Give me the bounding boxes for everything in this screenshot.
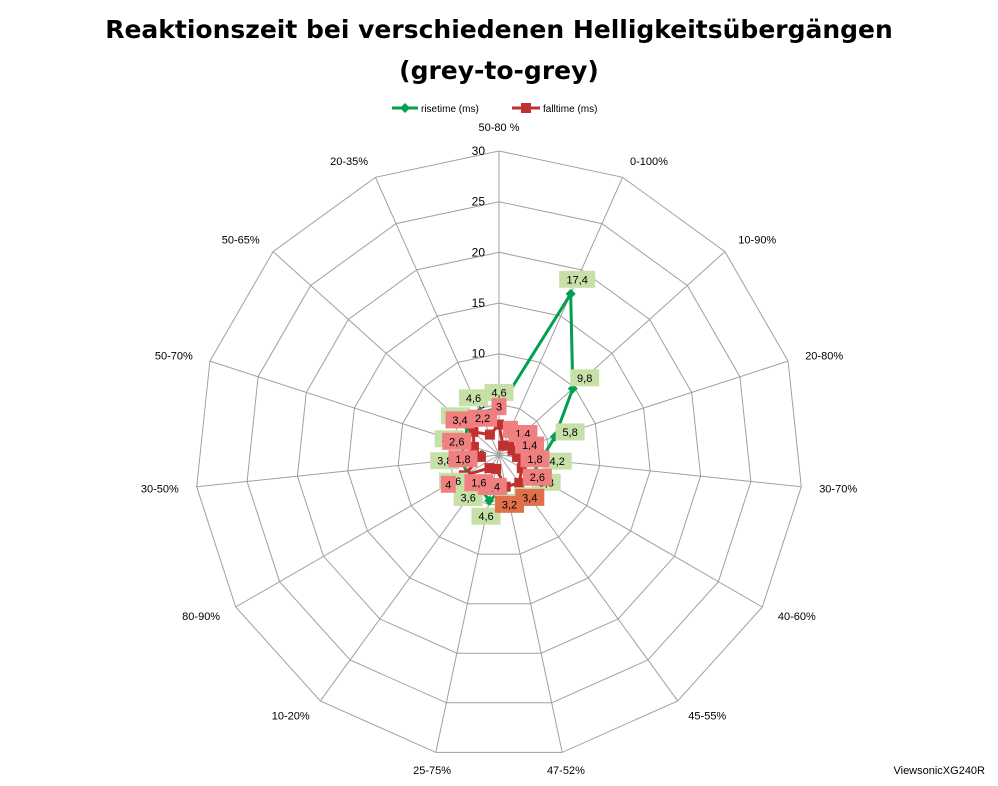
spoke-1	[498, 177, 624, 456]
falltime-data-label: 2,6	[530, 472, 545, 484]
grid-ring-25	[246, 201, 752, 704]
falltime-point	[484, 463, 495, 474]
legend-risetime-marker	[400, 103, 410, 113]
falltime-data-label: 4	[445, 479, 451, 491]
falltime-label-bg	[522, 468, 552, 486]
legend: risetime (ms) falltime (ms)	[392, 103, 597, 115]
falltime-point	[507, 445, 518, 456]
grid-ring-30	[196, 150, 802, 753]
grid-ring-10	[397, 353, 601, 555]
falltime-point	[504, 440, 515, 451]
risetime-label-bg	[459, 389, 488, 407]
falltime-point	[498, 440, 509, 451]
falltime-data-label: 1,8	[527, 454, 542, 466]
legend-item-risetime: risetime (ms)	[392, 103, 479, 115]
risetime-data-label: 4,6	[491, 387, 506, 399]
falltime-point	[514, 477, 525, 488]
risetime-label-bg	[484, 383, 514, 401]
category-label: 45-55%	[688, 711, 726, 723]
risetime-point	[484, 495, 495, 506]
falltime-data-label: 3,4	[452, 415, 467, 427]
category-label: 10-20%	[272, 711, 310, 723]
risetime-label-bg	[555, 423, 585, 441]
radar-data-labels: 4,617,49,85,84,23,83,43,24,63,63,63,83,6…	[430, 270, 600, 525]
chart-title-line1: Reaktionszeit bei verschiedenen Helligke…	[105, 15, 893, 44]
category-label: 20-35%	[330, 156, 368, 168]
risetime-label-bg	[542, 452, 572, 470]
category-label: 10-90%	[738, 235, 776, 247]
risetime-data-label: 4,6	[466, 393, 481, 405]
tick-label: 20	[472, 245, 486, 259]
falltime-data-label: 1,6	[471, 478, 486, 490]
risetime-label-bg	[570, 369, 600, 387]
tick-label: 25	[472, 195, 486, 209]
falltime-point	[516, 463, 527, 474]
falltime-point	[468, 426, 479, 437]
spoke-3	[498, 360, 789, 456]
category-label: 25-75%	[413, 765, 451, 777]
credit-text: ViewsonicXG240R	[893, 765, 985, 777]
radar-grid	[196, 150, 802, 753]
legend-falltime-marker	[521, 103, 531, 113]
falltime-point	[491, 463, 502, 474]
risetime-data-label: 4,6	[478, 511, 493, 523]
risetime-data-label: 17,4	[566, 274, 587, 286]
category-label: 50-80 %	[479, 122, 520, 134]
falltime-data-label: 1,4	[522, 440, 537, 452]
chart-title-line2: (grey-to-grey)	[399, 56, 599, 85]
legend-falltime-label: falltime (ms)	[543, 104, 597, 115]
falltime-label-bg	[468, 409, 498, 427]
category-label: 47-52%	[547, 765, 585, 777]
falltime-data-label: 3,2	[502, 499, 517, 511]
risetime-data-label: 9,8	[577, 373, 592, 385]
risetime-label-bg	[471, 507, 501, 525]
falltime-label-bg	[495, 495, 524, 513]
falltime-point	[468, 441, 479, 452]
grid-ring-15	[347, 302, 651, 605]
grid-ring-20	[296, 251, 702, 654]
risetime-label-bg	[453, 489, 483, 506]
falltime-label-bg	[464, 474, 494, 492]
risetime-data-label: 4,2	[550, 456, 565, 468]
radar-spokes	[196, 151, 802, 753]
legend-risetime-label: risetime (ms)	[421, 104, 479, 115]
falltime-label-bg	[440, 475, 456, 493]
falltime-label-bg	[442, 432, 472, 450]
risetime-data-label: 5,8	[562, 427, 577, 439]
risetime-point	[565, 288, 576, 299]
falltime-data-label: 2,6	[449, 436, 464, 448]
tick-label: 15	[472, 296, 486, 310]
spoke-2	[498, 251, 726, 456]
category-label: 30-50%	[141, 484, 179, 496]
category-label: 50-65%	[222, 235, 260, 247]
falltime-data-label: 3	[496, 402, 502, 414]
falltime-point	[494, 419, 504, 430]
category-label: 30-70%	[819, 484, 857, 496]
category-label: 50-70%	[155, 351, 193, 363]
falltime-label-bg	[520, 450, 550, 468]
legend-item-falltime: falltime (ms)	[512, 103, 597, 115]
category-label: 20-80%	[805, 351, 843, 363]
falltime-data-label: 3,4	[522, 492, 537, 504]
category-label: 80-90%	[182, 611, 220, 623]
falltime-label-bg	[448, 450, 478, 468]
risetime-data-label: 3,6	[461, 493, 476, 505]
tick-label: 30	[472, 144, 486, 158]
category-label: 40-60%	[778, 611, 816, 623]
falltime-point	[512, 451, 523, 462]
falltime-label-bg	[515, 436, 545, 454]
category-label: 0-100%	[630, 156, 668, 168]
radar-category-labels: 50-80 % 0-100% 10-90% 20-80% 30-70% 40-60% 45-…	[141, 122, 857, 777]
tick-label: 10	[472, 347, 486, 361]
falltime-data-label: 2,2	[475, 413, 490, 425]
spoke-14	[374, 177, 500, 456]
risetime-label-bg	[559, 270, 596, 288]
falltime-point	[484, 429, 495, 440]
falltime-point	[475, 451, 486, 462]
falltime-label-bg	[445, 411, 475, 429]
falltime-data-label: 1,8	[455, 454, 470, 466]
